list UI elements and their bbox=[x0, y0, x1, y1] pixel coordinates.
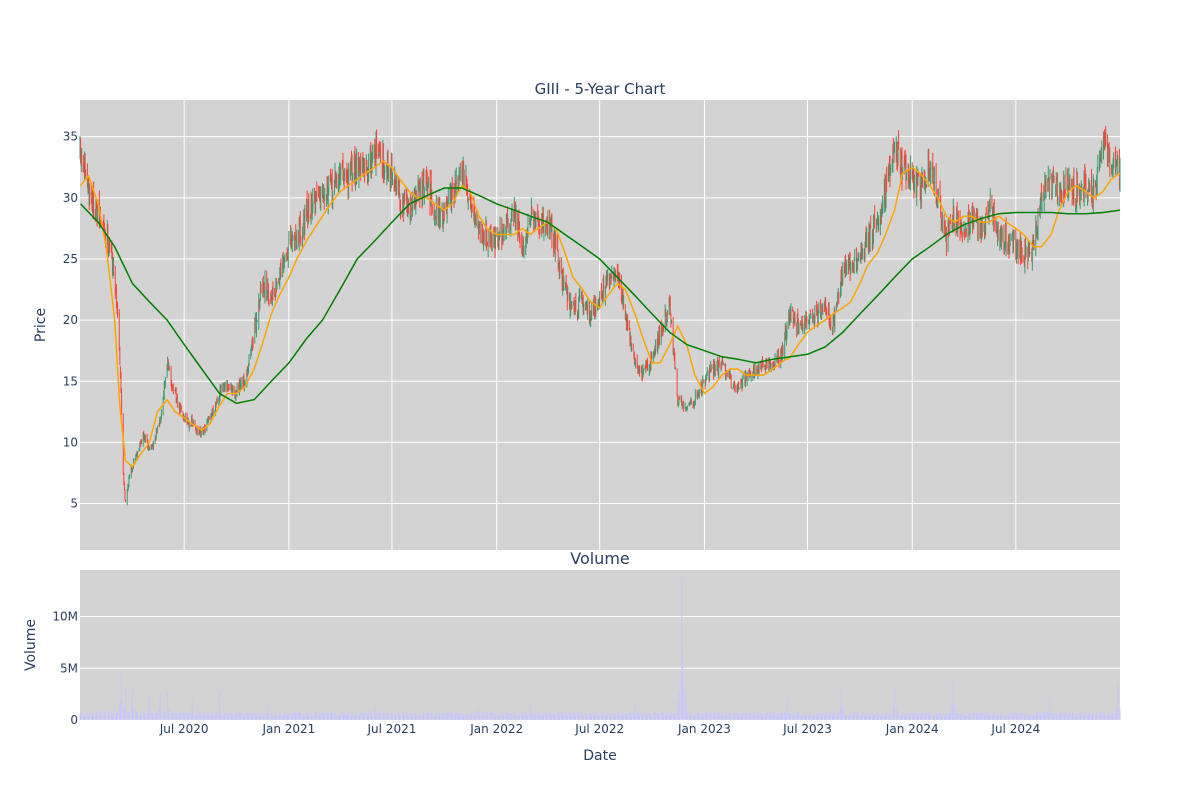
date-x-tick-label: Jan 2021 bbox=[261, 722, 315, 736]
date-x-tick-label: Jul 2023 bbox=[782, 722, 832, 736]
price-gridlines bbox=[80, 100, 1120, 550]
volume-y-axis-label: Volume bbox=[23, 619, 39, 671]
price-candles bbox=[79, 125, 1121, 506]
price-moving-averages bbox=[80, 160, 1121, 468]
chart-title: GIII - 5-Year Chart bbox=[535, 80, 666, 98]
volume-y-tick-label: 0 bbox=[70, 713, 78, 727]
date-x-tick-label: Jan 2022 bbox=[469, 722, 523, 736]
date-x-tick-label: Jan 2023 bbox=[677, 722, 731, 736]
date-x-axis-label: Date bbox=[583, 748, 616, 764]
date-x-tick-label: Jul 2020 bbox=[159, 722, 209, 736]
long-moving-average-line bbox=[80, 187, 1121, 405]
date-x-tick-label: Jul 2022 bbox=[574, 722, 624, 736]
price-y-tick-label: 10 bbox=[63, 435, 78, 449]
volume-y-tick-label: 10M bbox=[52, 610, 78, 624]
date-x-ticks: Jul 2020 Jan 2021 Jul 2021 Jan 2022 Jul 2022… bbox=[159, 722, 1041, 736]
price-y-tick-label: 30 bbox=[63, 191, 78, 205]
volume-plot-background bbox=[80, 570, 1120, 720]
date-x-tick-label: Jul 2021 bbox=[367, 722, 417, 736]
price-y-tick-label: 25 bbox=[63, 252, 78, 266]
volume-y-tick-label: 5M bbox=[60, 661, 78, 675]
price-panel: 5 10 15 20 25 30 35 GIII - 5-Year Chart Price bbox=[33, 80, 1121, 550]
date-x-tick-label: Jan 2024 bbox=[885, 722, 939, 736]
volume-y-ticks: 0 5M 10M bbox=[52, 610, 78, 727]
price-y-tick-label: 20 bbox=[63, 313, 78, 327]
date-x-tick-label: Jul 2024 bbox=[990, 722, 1040, 736]
price-y-ticks: 5 10 15 20 25 30 35 bbox=[63, 130, 78, 511]
short-moving-average-line bbox=[80, 160, 1121, 468]
price-y-axis-label: Price bbox=[33, 308, 49, 342]
price-y-tick-label: 35 bbox=[63, 130, 78, 144]
volume-subplot-title: Volume bbox=[570, 549, 630, 568]
price-y-tick-label: 15 bbox=[63, 374, 78, 388]
price-y-tick-label: 5 bbox=[70, 497, 78, 511]
volume-bars bbox=[79, 577, 1121, 720]
